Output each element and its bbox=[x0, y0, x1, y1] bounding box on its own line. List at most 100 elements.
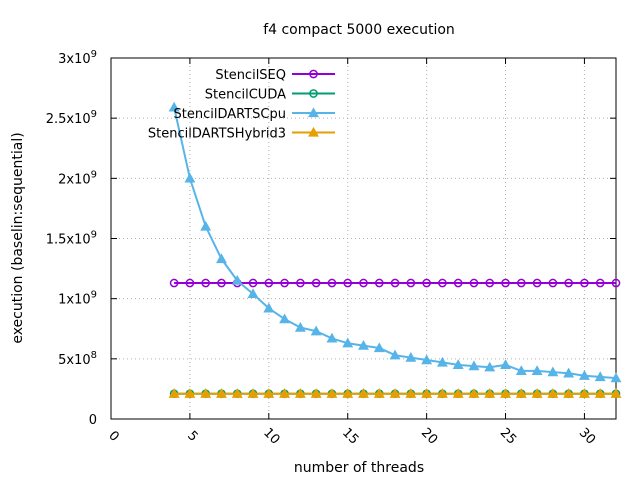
data-point bbox=[580, 278, 589, 288]
data-point bbox=[185, 278, 195, 288]
data-point bbox=[216, 388, 227, 398]
y-tick-label: 2.5x109 bbox=[46, 109, 97, 127]
data-point bbox=[279, 313, 291, 324]
data-point bbox=[405, 352, 417, 362]
data-point bbox=[389, 349, 401, 360]
data-point bbox=[201, 278, 211, 288]
series-stencildartshybrid3 bbox=[168, 388, 622, 398]
data-point bbox=[501, 278, 510, 288]
data-point bbox=[264, 278, 274, 288]
data-point bbox=[421, 388, 433, 398]
data-point bbox=[452, 359, 464, 370]
data-point bbox=[200, 220, 212, 231]
data-point bbox=[422, 278, 431, 288]
data-point bbox=[595, 278, 605, 288]
data-point bbox=[484, 388, 496, 398]
series-layer bbox=[168, 101, 622, 399]
data-point bbox=[342, 388, 354, 398]
data-point bbox=[564, 278, 574, 288]
legend-entry: StencilSEQ bbox=[215, 68, 335, 83]
data-point bbox=[611, 278, 621, 288]
data-point bbox=[373, 388, 385, 398]
data-point bbox=[594, 388, 606, 398]
data-point bbox=[216, 253, 227, 264]
data-point bbox=[343, 278, 353, 288]
data-point bbox=[531, 365, 543, 376]
data-point bbox=[485, 278, 495, 288]
data-point bbox=[500, 388, 511, 398]
data-point bbox=[406, 278, 416, 288]
data-point bbox=[500, 359, 511, 370]
data-point bbox=[563, 388, 575, 398]
data-point bbox=[453, 278, 463, 288]
data-point bbox=[469, 278, 479, 288]
data-point bbox=[308, 107, 319, 118]
series-stencildartscpu bbox=[168, 101, 622, 383]
data-point bbox=[279, 388, 291, 398]
data-point bbox=[309, 69, 318, 79]
data-point bbox=[563, 367, 575, 378]
y-tick-label: 2x109 bbox=[58, 169, 97, 187]
legend-label: StencilDARTSHybrid3 bbox=[148, 127, 286, 142]
data-point bbox=[531, 388, 543, 398]
data-point bbox=[310, 325, 322, 336]
data-point bbox=[515, 388, 527, 398]
data-point bbox=[516, 278, 526, 288]
data-point bbox=[310, 388, 322, 398]
data-point bbox=[359, 278, 368, 288]
data-point bbox=[294, 321, 306, 332]
data-point bbox=[547, 388, 559, 398]
legend: StencilSEQ StencilCUDA StencilDARTSCpu Sten… bbox=[148, 68, 335, 142]
data-point bbox=[468, 388, 480, 398]
data-point bbox=[468, 360, 480, 371]
data-point bbox=[594, 371, 606, 382]
data-point bbox=[231, 388, 243, 398]
data-point bbox=[327, 278, 337, 288]
legend-label: StencilSEQ bbox=[215, 68, 286, 83]
data-point bbox=[308, 126, 319, 137]
y-axis-title: execution (baselin:sequential) bbox=[10, 132, 26, 343]
x-axis-title: number of threads bbox=[294, 460, 424, 476]
data-point bbox=[247, 388, 259, 398]
data-point bbox=[578, 370, 590, 380]
data-point bbox=[421, 354, 433, 365]
data-point bbox=[168, 388, 180, 398]
data-point bbox=[247, 288, 259, 299]
data-point bbox=[390, 278, 400, 288]
data-point bbox=[610, 372, 622, 383]
legend-label: StencilCUDA bbox=[205, 88, 286, 103]
legend-label: StencilDARTSCpu bbox=[174, 107, 286, 122]
data-point bbox=[452, 388, 464, 398]
data-point bbox=[296, 278, 305, 288]
data-point bbox=[231, 274, 243, 285]
legend-entry: StencilCUDA bbox=[205, 88, 335, 103]
data-point bbox=[610, 388, 622, 398]
data-point bbox=[436, 388, 448, 398]
data-point bbox=[248, 278, 258, 288]
data-point bbox=[326, 388, 338, 398]
y-tick-label: 3x109 bbox=[58, 49, 97, 67]
data-point bbox=[389, 388, 401, 398]
legend-entry: StencilDARTSHybrid3 bbox=[148, 127, 335, 142]
data-point bbox=[532, 278, 542, 288]
chart-title: f4 compact 5000 execution bbox=[263, 22, 455, 38]
data-point bbox=[309, 89, 318, 98]
data-point bbox=[374, 278, 384, 288]
data-point bbox=[263, 302, 275, 313]
y-tick-label: 1.5x109 bbox=[46, 230, 97, 248]
data-point bbox=[438, 278, 447, 288]
data-point bbox=[436, 356, 448, 367]
y-tick-label: 0 bbox=[89, 413, 97, 428]
data-point bbox=[578, 388, 590, 398]
data-point bbox=[184, 388, 196, 398]
data-point bbox=[263, 388, 275, 398]
data-point bbox=[184, 172, 196, 183]
y-tick-label: 5x108 bbox=[58, 350, 97, 368]
data-point bbox=[326, 332, 338, 343]
data-point bbox=[294, 388, 306, 398]
data-point bbox=[200, 388, 212, 398]
data-point bbox=[311, 278, 321, 288]
data-point bbox=[484, 361, 496, 372]
